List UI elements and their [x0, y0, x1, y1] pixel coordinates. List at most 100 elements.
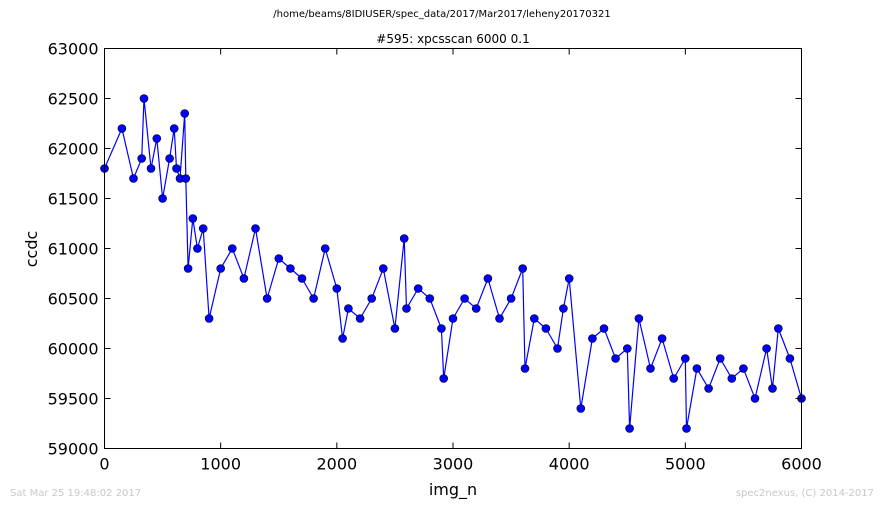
- data-point: [682, 424, 691, 433]
- y-tick-label: 61500: [48, 190, 99, 209]
- data-point: [692, 364, 702, 373]
- y-axis-label: ccdc: [22, 231, 41, 268]
- data-point: [139, 94, 149, 103]
- y-tick-label: 59000: [48, 440, 99, 459]
- footer-timestamp: Sat Mar 25 19:48:02 2017: [10, 488, 142, 499]
- data-point: [181, 174, 191, 183]
- data-point: [344, 304, 353, 313]
- data-point: [413, 284, 423, 293]
- data-point: [262, 294, 272, 303]
- data-point: [785, 354, 795, 363]
- series-line: [103, 98, 803, 429]
- data-point: [367, 294, 377, 303]
- data-point: [158, 194, 167, 203]
- data-point: [471, 304, 481, 313]
- data-point: [399, 234, 409, 243]
- x-tick-label: 2000: [316, 455, 357, 474]
- data-point: [625, 424, 634, 433]
- data-point: [402, 304, 411, 313]
- data-point: [750, 394, 760, 403]
- data-point: [564, 274, 574, 283]
- data-point: [715, 354, 725, 363]
- data-point: [378, 264, 388, 273]
- y-tick-label: 60500: [48, 290, 99, 309]
- data-point: [193, 244, 202, 253]
- x-tick-label: 1000: [200, 455, 241, 474]
- data-point: [228, 244, 237, 253]
- data-point: [251, 224, 260, 233]
- data-point: [129, 174, 138, 183]
- data-point: [622, 344, 632, 353]
- data-point: [727, 374, 737, 383]
- data-point: [390, 324, 400, 333]
- data-point: [669, 374, 679, 383]
- data-point: [117, 124, 127, 133]
- data-point: [520, 364, 530, 373]
- data-point: [165, 154, 174, 163]
- data-point: [338, 334, 347, 343]
- data-point: [355, 314, 365, 323]
- data-point: [483, 274, 493, 283]
- data-point: [274, 254, 284, 263]
- data-point: [216, 264, 225, 273]
- y-tick-label: 60000: [48, 340, 99, 359]
- data-point: [204, 314, 214, 323]
- x-tick-label: 6000: [781, 455, 822, 474]
- chart-title: #595: xpcsscan 6000 0.1: [376, 32, 529, 46]
- data-point: [286, 264, 295, 273]
- data-point: [183, 264, 193, 273]
- y-axis: 59000 59500 60000 60500 61000 61500 62000 62500…: [48, 40, 802, 459]
- data-point: [146, 164, 156, 173]
- data-point: [541, 324, 551, 333]
- data-point: [172, 164, 181, 173]
- data-point: [762, 344, 771, 353]
- data-point: [768, 384, 777, 393]
- file-path-title: /home/beams/8IDIUSER/spec_data/2017/Mar2…: [273, 9, 611, 20]
- data-point: [320, 244, 330, 253]
- y-tick-label: 62500: [48, 90, 99, 109]
- data-point: [169, 124, 179, 133]
- data-point: [180, 109, 189, 118]
- data-point: [634, 314, 644, 323]
- y-tick-label: 61000: [48, 240, 99, 259]
- plot-frame: [104, 48, 802, 449]
- data-point: [506, 294, 516, 303]
- data-point: [188, 214, 198, 223]
- data-point: [152, 134, 162, 143]
- x-axis: 0 1000 2000 3000 4000 5000 6000: [99, 48, 822, 474]
- data-point: [439, 374, 449, 383]
- data-point: [559, 304, 568, 313]
- data-point: [448, 314, 458, 323]
- data-point: [599, 324, 609, 333]
- data-point: [588, 334, 597, 343]
- data-point: [657, 334, 667, 343]
- data-point: [680, 354, 690, 363]
- series-layer: [100, 94, 806, 433]
- data-point: [137, 154, 146, 163]
- x-axis-label: img_n: [429, 480, 477, 500]
- data-point: [495, 314, 504, 323]
- x-tick-label: 5000: [665, 455, 706, 474]
- data-point: [704, 384, 713, 393]
- data-point: [739, 364, 748, 373]
- y-tick-label: 63000: [48, 40, 99, 59]
- data-point: [437, 324, 446, 333]
- data-point: [425, 294, 435, 303]
- y-tick-label: 59500: [48, 390, 99, 409]
- data-point: [646, 364, 655, 373]
- data-point: [297, 274, 307, 283]
- data-point: [611, 354, 620, 363]
- data-point: [332, 284, 342, 293]
- data-point: [576, 404, 586, 413]
- y-tick-label: 62000: [48, 140, 99, 159]
- x-tick-label: 3000: [433, 455, 474, 474]
- data-point: [239, 274, 249, 283]
- data-point: [460, 294, 469, 303]
- footer-credit: spec2nexus, (C) 2014-2017: [735, 488, 874, 499]
- data-point: [198, 224, 208, 233]
- data-point: [529, 314, 539, 323]
- data-point: [309, 294, 318, 303]
- data-point: [773, 324, 783, 333]
